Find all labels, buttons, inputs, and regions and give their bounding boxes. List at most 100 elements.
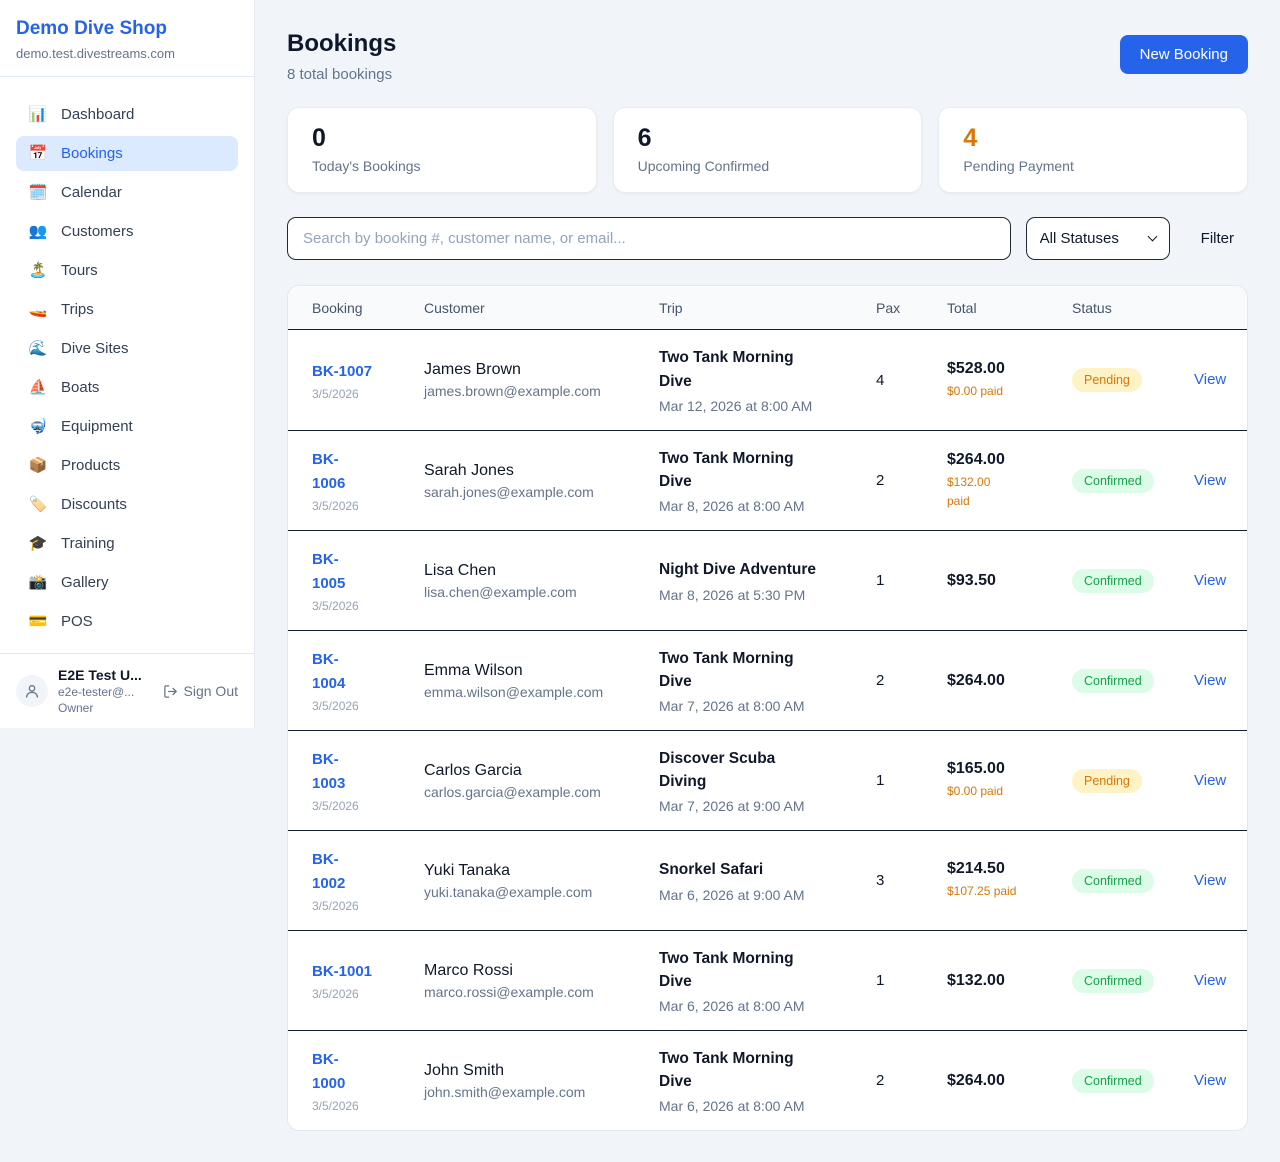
table-row: BK- 1004 3/5/2026 Emma Wilson emma.wilso… xyxy=(288,630,1247,730)
search-input[interactable] xyxy=(287,217,1011,260)
nav-item-label: POS xyxy=(61,613,93,630)
trip-cell: Night Dive Adventure Mar 8, 2026 at 5:30… xyxy=(659,558,876,602)
pax-cell: 3 xyxy=(876,872,885,889)
booking-date: 3/5/2026 xyxy=(312,386,359,401)
stat-value: 6 xyxy=(637,124,652,152)
pax-cell: 2 xyxy=(876,472,885,489)
booking-cell: BK-1007 3/5/2026 xyxy=(312,360,424,401)
customer-name: Carlos Garcia xyxy=(424,761,522,779)
nav-item-icon: 📸 xyxy=(28,574,48,591)
booking-id-link[interactable]: BK- 1005 xyxy=(312,551,346,592)
sidebar-item-equipment[interactable]: 🤿 Equipment xyxy=(16,409,238,444)
stat-label: Upcoming Confirmed xyxy=(637,158,770,174)
nav-item-icon: 📅 xyxy=(28,145,48,162)
total-amount: $264.00 xyxy=(947,450,1005,468)
sidebar-item-tours[interactable]: 🏝️ Tours xyxy=(16,253,238,288)
customer-email: marco.rossi@example.com xyxy=(424,983,594,1000)
sidebar-item-calendar[interactable]: 🗓️ Calendar xyxy=(16,175,238,210)
view-link[interactable]: View xyxy=(1194,971,1227,989)
booking-cell: BK- 1000 3/5/2026 xyxy=(312,1048,424,1113)
sidebar-item-gallery[interactable]: 📸 Gallery xyxy=(16,565,238,600)
customer-name: Emma Wilson xyxy=(424,661,523,679)
view-link[interactable]: View xyxy=(1194,1071,1227,1089)
trip-datetime: Mar 6, 2026 at 8:00 AM xyxy=(659,998,805,1015)
trip-name: Night Dive Adventure xyxy=(659,561,817,579)
sidebar-item-dive-sites[interactable]: 🌊 Dive Sites xyxy=(16,331,238,366)
filter-button[interactable]: Filter xyxy=(1200,230,1234,247)
sidebar-item-bookings[interactable]: 📅 Bookings xyxy=(16,136,238,171)
booking-cell: BK- 1006 3/5/2026 xyxy=(312,448,424,513)
booking-date: 3/5/2026 xyxy=(312,899,359,913)
nav-item-label: Calendar xyxy=(61,184,122,201)
trip-datetime: Mar 6, 2026 at 8:00 AM xyxy=(659,1098,805,1115)
booking-id-link[interactable]: BK- 1006 xyxy=(312,451,346,492)
booking-cell: BK- 1005 3/5/2026 xyxy=(312,548,424,613)
trip-name: Snorkel Safari xyxy=(659,861,764,879)
page-title-block: Bookings 8 total bookings xyxy=(287,30,396,83)
sidebar-header: Demo Dive Shop demo.test.divestreams.com xyxy=(0,0,254,77)
nav-item-icon: ⛵ xyxy=(28,379,48,396)
sidebar-item-training[interactable]: 🎓 Training xyxy=(16,526,238,561)
bookings-table: Booking Customer Trip Pax Total Status B… xyxy=(287,285,1248,1131)
booking-id-link[interactable]: BK- 1002 xyxy=(312,851,346,892)
stat-label: Today's Bookings xyxy=(312,158,421,174)
customer-email: lisa.chen@example.com xyxy=(424,583,577,600)
user-email: e2e-tester@... xyxy=(58,685,135,699)
trip-datetime: Mar 6, 2026 at 9:00 AM xyxy=(659,886,805,903)
status-cell: Confirmed xyxy=(1072,668,1194,693)
nav-item-label: Trips xyxy=(61,301,94,318)
nav-item-label: Gallery xyxy=(61,574,109,591)
booking-id-link[interactable]: BK- 1000 xyxy=(312,1051,346,1092)
stat-card: 6 Upcoming Confirmed xyxy=(612,107,923,193)
sign-out-button[interactable]: Sign Out xyxy=(163,683,238,699)
booking-cell: BK-1001 3/5/2026 xyxy=(312,960,424,1001)
nav-item-icon: 👥 xyxy=(28,223,48,240)
view-link[interactable]: View xyxy=(1194,571,1227,589)
sidebar-item-products[interactable]: 📦 Products xyxy=(16,448,238,483)
sidebar: Demo Dive Shop demo.test.divestreams.com… xyxy=(0,0,255,728)
nav-item-icon: 🏷️ xyxy=(28,496,48,513)
status-badge: Confirmed xyxy=(1072,468,1154,493)
customer-name: Lisa Chen xyxy=(424,561,497,579)
booking-date: 3/5/2026 xyxy=(312,699,359,713)
nav-item-icon: 🤿 xyxy=(28,418,48,435)
sidebar-item-dashboard[interactable]: 📊 Dashboard xyxy=(16,97,238,132)
status-badge: Pending xyxy=(1072,768,1142,793)
view-link[interactable]: View xyxy=(1194,771,1227,789)
page-header: Bookings 8 total bookings New Booking xyxy=(287,30,1248,83)
sidebar-item-trips[interactable]: 🚤 Trips xyxy=(16,292,238,327)
trip-datetime: Mar 8, 2026 at 5:30 PM xyxy=(659,586,806,603)
status-select[interactable]: All Statuses xyxy=(1025,217,1170,260)
paid-amount: $132.00 paid xyxy=(947,474,991,508)
booking-id-link[interactable]: BK-1007 xyxy=(312,362,373,380)
filter-row: All Statuses Filter xyxy=(287,217,1248,260)
sidebar-item-pos[interactable]: 💳 POS xyxy=(16,604,238,639)
trip-name: Two Tank Morning Dive xyxy=(659,349,794,390)
booking-id-link[interactable]: BK-1001 xyxy=(312,963,373,980)
view-link[interactable]: View xyxy=(1194,871,1227,889)
new-booking-button[interactable]: New Booking xyxy=(1119,35,1248,74)
booking-id-link[interactable]: BK- 1003 xyxy=(312,751,346,792)
view-link[interactable]: View xyxy=(1194,671,1227,689)
sidebar-item-boats[interactable]: ⛵ Boats xyxy=(16,370,238,405)
sidebar-item-discounts[interactable]: 🏷️ Discounts xyxy=(16,487,238,522)
total-amount: $264.00 xyxy=(947,671,1005,689)
sidebar-item-customers[interactable]: 👥 Customers xyxy=(16,214,238,249)
status-cell: Confirmed xyxy=(1072,868,1194,893)
trip-name: Two Tank Morning Dive xyxy=(659,1049,794,1090)
status-cell: Confirmed xyxy=(1072,568,1194,593)
customer-email: james.brown@example.com xyxy=(424,383,601,399)
view-link[interactable]: View xyxy=(1194,371,1227,388)
total-cell: $165.00 $0.00 paid xyxy=(947,760,1072,801)
status-badge: Pending xyxy=(1072,368,1142,392)
booking-id-link[interactable]: BK- 1004 xyxy=(312,651,346,692)
total-cell: $264.00 xyxy=(947,1072,1072,1090)
stats-row: 0 Today's Bookings 6 Upcoming Confirmed … xyxy=(287,107,1248,193)
nav-item-label: Dashboard xyxy=(61,106,135,123)
column-header-booking: Booking xyxy=(312,299,363,316)
total-cell: $132.00 xyxy=(947,972,1072,990)
total-cell: $528.00 $0.00 paid xyxy=(947,360,1072,401)
view-link[interactable]: View xyxy=(1194,471,1227,489)
customer-cell: Sarah Jones sarah.jones@example.com xyxy=(424,462,659,500)
status-cell: Pending xyxy=(1072,368,1194,392)
